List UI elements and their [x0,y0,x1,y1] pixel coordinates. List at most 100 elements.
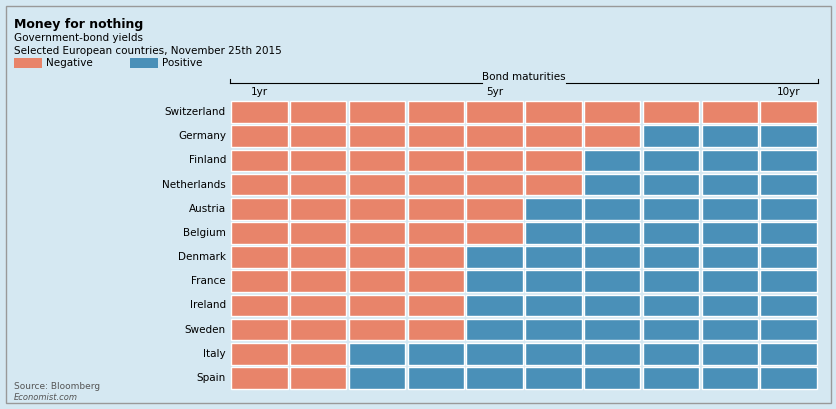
Bar [407,174,463,196]
Bar [466,101,522,123]
Bar [701,198,757,220]
Bar [231,343,288,364]
Bar [407,246,463,268]
Bar [231,367,288,389]
Bar [701,246,757,268]
Bar [466,319,522,340]
Bar [290,246,346,268]
Bar [231,198,288,220]
Bar [642,319,698,340]
Text: Positive: Positive [162,58,202,68]
Bar [584,101,640,123]
Bar [290,270,346,292]
Bar [407,367,463,389]
Bar [584,174,640,196]
Text: Switzerland: Switzerland [165,107,226,117]
Bar [466,246,522,268]
Bar [525,319,581,340]
Bar [466,222,522,244]
Bar [525,343,581,364]
Bar [290,198,346,220]
Bar [290,294,346,316]
Bar [466,174,522,196]
Bar [584,367,640,389]
Bar [231,101,288,123]
Text: Ireland: Ireland [190,301,226,310]
Bar [642,222,698,244]
Bar [349,319,405,340]
Text: France: France [191,276,226,286]
Text: Netherlands: Netherlands [162,180,226,190]
Bar [760,198,816,220]
Bar [642,101,698,123]
Bar [642,270,698,292]
Bar [701,343,757,364]
Bar [525,367,581,389]
Text: Economist.com: Economist.com [14,393,78,402]
Bar [760,174,816,196]
Bar [642,367,698,389]
Bar [525,174,581,196]
Bar [584,222,640,244]
Bar [525,101,581,123]
Text: Source: Bloomberg: Source: Bloomberg [14,382,100,391]
Bar [466,198,522,220]
Text: Denmark: Denmark [178,252,226,262]
Bar [760,126,816,147]
Bar [349,101,405,123]
Bar [584,343,640,364]
Bar [760,319,816,340]
Bar [231,126,288,147]
Text: Spain: Spain [196,373,226,383]
Bar [525,246,581,268]
Bar [701,174,757,196]
Bar [349,294,405,316]
Bar [642,198,698,220]
Bar [231,150,288,171]
Bar [701,150,757,171]
Bar [466,294,522,316]
Bar [290,367,346,389]
Bar [642,246,698,268]
Bar [290,101,346,123]
Bar [290,222,346,244]
Text: Sweden: Sweden [185,325,226,335]
Bar [290,150,346,171]
Bar [642,343,698,364]
Bar [349,246,405,268]
Bar [290,126,346,147]
Bar [466,150,522,171]
Bar [760,343,816,364]
Bar [525,294,581,316]
Bar [525,150,581,171]
Bar [701,319,757,340]
Bar [584,126,640,147]
Bar [407,198,463,220]
Bar [466,270,522,292]
Bar [701,270,757,292]
Bar [525,126,581,147]
Text: Belgium: Belgium [183,228,226,238]
Bar [407,319,463,340]
Bar [525,198,581,220]
Bar [760,294,816,316]
Bar [760,222,816,244]
Bar [407,126,463,147]
Bar [466,367,522,389]
Bar [407,222,463,244]
Bar [466,343,522,364]
Text: Germany: Germany [178,131,226,141]
Bar [584,246,640,268]
Bar [407,343,463,364]
Bar [584,319,640,340]
Bar [231,294,288,316]
Bar [290,343,346,364]
Bar [701,101,757,123]
Bar [231,174,288,196]
Bar [760,246,816,268]
Bar [466,126,522,147]
Bar [701,294,757,316]
Bar [349,174,405,196]
Bar [760,150,816,171]
Bar [349,270,405,292]
